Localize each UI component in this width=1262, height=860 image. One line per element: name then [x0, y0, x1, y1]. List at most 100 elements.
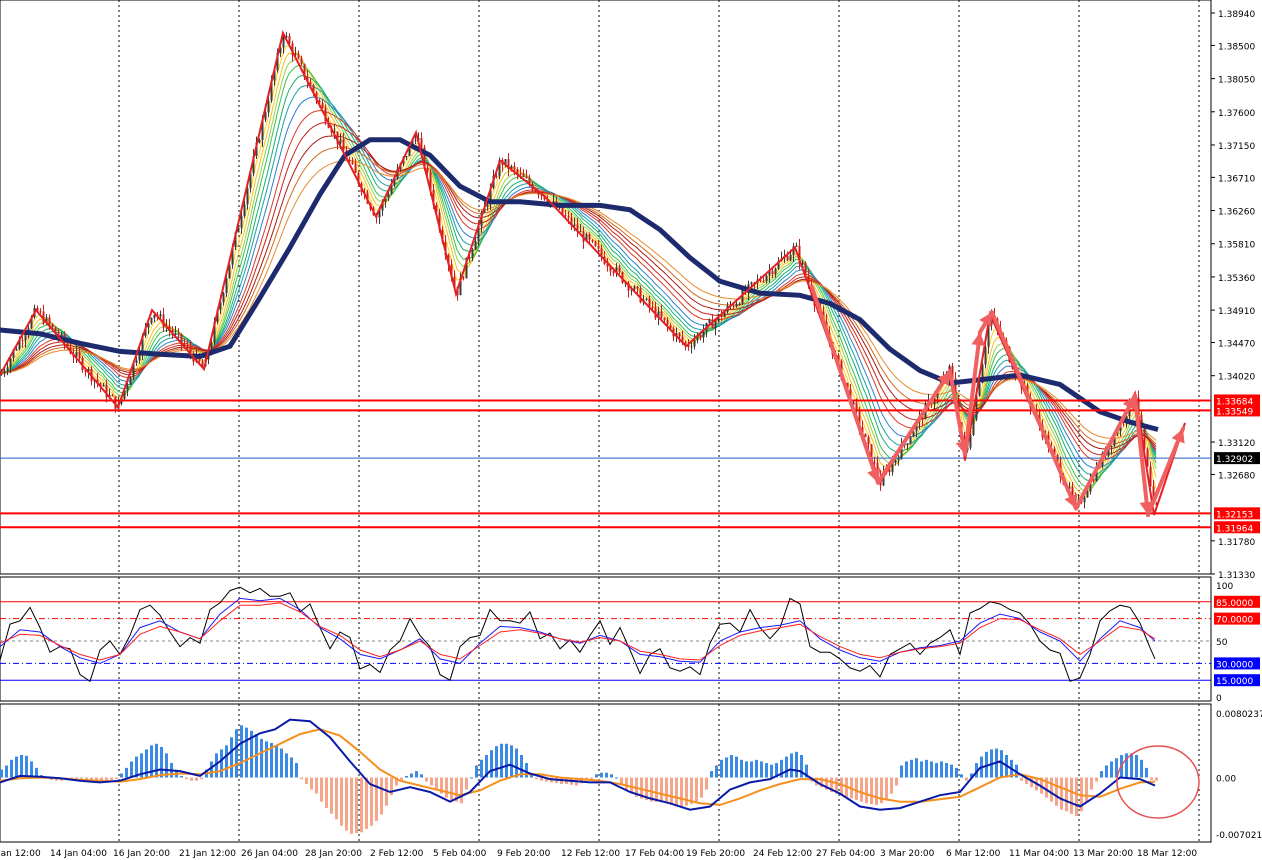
candle-body [522, 173, 525, 177]
candle-body [978, 382, 981, 396]
macd-bar [540, 777, 543, 781]
candle-body [573, 224, 576, 226]
macd-bar [935, 763, 938, 778]
macd-bar [280, 748, 283, 778]
candle-body [639, 288, 642, 303]
candle-body [846, 382, 849, 389]
macd-bar [240, 725, 243, 778]
candle-body [1146, 448, 1149, 467]
macd-bar [350, 777, 353, 834]
candle-body [39, 310, 42, 312]
macd-bar [675, 777, 678, 807]
stochastic-panel[interactable]: 85.0000 70.0000 30.0000 15.0000 100 50 0 [0, 576, 1260, 704]
macd-bar [375, 777, 378, 821]
macd-bar [1145, 767, 1148, 778]
candle-body [762, 280, 765, 282]
candle-body [258, 139, 261, 143]
macd-bar [275, 745, 278, 778]
candle-body [111, 394, 114, 397]
macd-bar [800, 755, 803, 778]
macd-bar [110, 777, 113, 780]
macd-bar [210, 761, 213, 778]
candle-body [171, 329, 174, 334]
candle-body [102, 384, 105, 387]
arrow-shaft [948, 369, 967, 457]
macd-bar [1155, 777, 1158, 781]
macd-bar [920, 761, 923, 778]
candle-body [1155, 503, 1158, 506]
candle-body [633, 286, 636, 290]
time-tick-label: 19 Feb 20:00 [686, 849, 745, 859]
macd-bar [1100, 771, 1103, 778]
macd-bar [365, 777, 368, 830]
candle-body [1113, 434, 1116, 446]
macd-bar [855, 777, 858, 801]
macd-bar [1130, 753, 1133, 778]
macd-bar [265, 741, 268, 778]
level-label-box [1214, 521, 1260, 534]
macd-bar [755, 759, 758, 778]
candle-body [87, 368, 90, 372]
macd-bar [595, 774, 598, 778]
level-label-box [1214, 507, 1260, 520]
candle-body [498, 159, 501, 177]
candle-body [48, 317, 51, 325]
candle-body [336, 131, 339, 144]
candle-body [630, 289, 633, 291]
candle-body [342, 139, 345, 151]
macd-bar [1000, 750, 1003, 778]
macd-bar [805, 764, 808, 778]
macd-bar [515, 748, 518, 778]
macd-tick-label: 0.00 [1216, 775, 1236, 785]
macd-bar [180, 775, 183, 778]
macd-bar [380, 777, 383, 815]
candle-body [183, 343, 186, 346]
macd-bar [285, 753, 288, 778]
candle-body [138, 353, 141, 361]
candle-body [30, 317, 33, 329]
time-tick-label: 14 Jan 04:00 [50, 849, 107, 859]
level-label: 1.33684 [1216, 397, 1253, 407]
candle-body [648, 298, 651, 307]
candle-body [888, 469, 891, 473]
stoch-level-box [1214, 674, 1260, 687]
macd-bar [5, 765, 8, 778]
candle-body [405, 155, 408, 157]
candle-body [666, 319, 669, 326]
level-label: 1.31964 [1216, 524, 1253, 534]
arrow-head [979, 312, 992, 328]
arrow-head [1171, 428, 1185, 444]
candle-body [567, 216, 570, 218]
candle-body [435, 204, 438, 213]
macd-bar [1025, 777, 1028, 784]
price-tick-label: 1.38940 [1218, 10, 1255, 20]
stoch-levels: 85.0000 70.0000 30.0000 15.0000 [0, 595, 1260, 687]
candle-body [663, 317, 666, 320]
macd-bar [190, 777, 193, 781]
macd-bar [360, 777, 363, 833]
macd-bar [1105, 765, 1108, 778]
candle-body [972, 419, 975, 435]
candle-body [396, 169, 399, 179]
macd-bar [25, 755, 28, 778]
candle-body [687, 344, 690, 347]
price-tick-label: 1.34470 [1218, 340, 1255, 350]
candle-body [540, 194, 543, 196]
macd-bar [135, 756, 138, 778]
macd-bar [770, 764, 773, 778]
macd-bar [475, 765, 478, 778]
candle-body [465, 257, 468, 279]
macd-tick-label: -0.007021 [1216, 831, 1262, 841]
macd-bar [725, 757, 728, 778]
stoch-main-line [0, 586, 1156, 683]
candle-body [411, 140, 414, 145]
macd-bar [215, 753, 218, 778]
macd-panel[interactable]: 0.0080237 0.00 -0.007021 [0, 703, 1262, 843]
candle-body [60, 334, 63, 338]
macd-bar [875, 777, 878, 805]
candle-body [537, 191, 540, 195]
candle-body [1086, 491, 1089, 498]
